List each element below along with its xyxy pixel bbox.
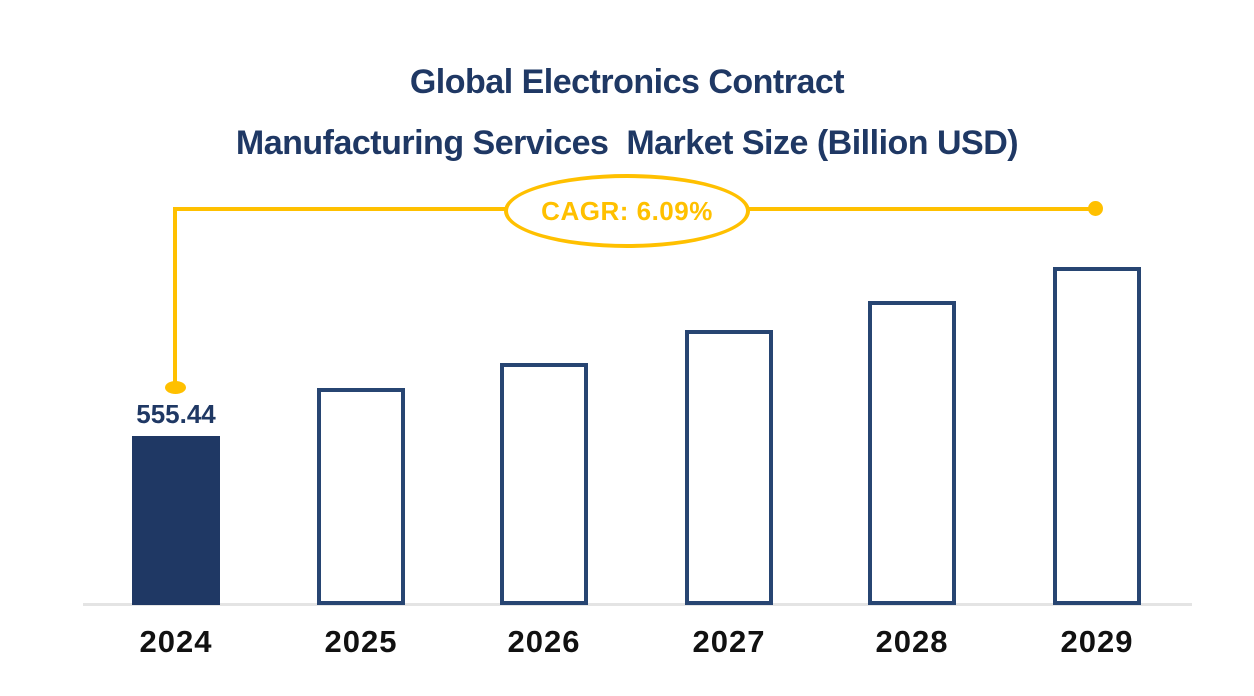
bar-2025	[317, 388, 405, 605]
page-title-line2: Manufacturing Services Market Size (Bill…	[235, 124, 1019, 162]
cagr-callout-ellipse: CAGR: 6.09%	[504, 174, 750, 248]
x-axis-label-2029: 2029	[1060, 624, 1134, 659]
page-title-line1: Global Electronics Contract	[409, 63, 845, 101]
bar-2026	[500, 363, 588, 605]
x-axis-line	[83, 603, 1192, 606]
x-axis-label-2026: 2026	[507, 624, 581, 659]
cagr-connector-left-dot	[165, 381, 186, 394]
bar-2024	[132, 436, 220, 605]
bar-2028	[868, 301, 956, 605]
x-axis-label-2027: 2027	[692, 624, 766, 659]
x-axis-label-2025: 2025	[324, 624, 398, 659]
cagr-connector-right-dot	[1088, 201, 1103, 216]
bar-2027	[685, 330, 773, 605]
x-axis-label-2028: 2028	[875, 624, 949, 659]
cagr-connector-vertical-line	[173, 207, 177, 382]
data-label-2024: 555.44	[136, 399, 216, 429]
x-axis-label-2024: 2024	[139, 624, 213, 659]
cagr-label: CAGR: 6.09%	[541, 196, 713, 226]
bar-2029	[1053, 267, 1141, 605]
